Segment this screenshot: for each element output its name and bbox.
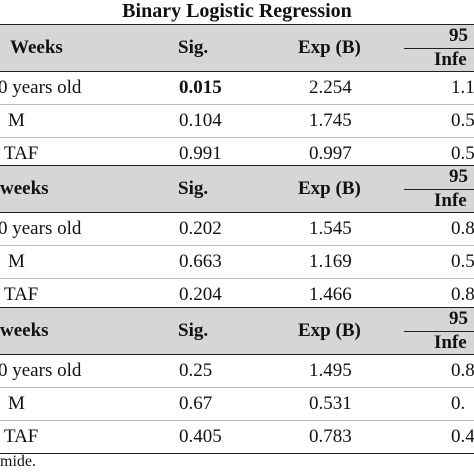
row-exp: 0.997 bbox=[309, 143, 352, 164]
section-header-3: weeks Sig. Exp (B) 95 Infe bbox=[0, 307, 474, 355]
row-sig: 0.991 bbox=[179, 143, 222, 164]
section-header-2: weeks Sig. Exp (B) 95 Infe bbox=[0, 165, 474, 213]
section-3-ci-bottom: Infe bbox=[434, 332, 467, 353]
section-1-ci-rule bbox=[404, 48, 474, 49]
section-2-ci-bottom: Infe bbox=[434, 190, 467, 211]
row-exp: 1.169 bbox=[309, 251, 352, 272]
row-label: M bbox=[8, 393, 25, 414]
row-label: 0 years old bbox=[0, 77, 82, 98]
row-exp: 1.545 bbox=[309, 218, 352, 239]
table-row: M 0.67 0.531 0. bbox=[0, 388, 474, 421]
row-exp: 1.495 bbox=[309, 360, 352, 381]
section-1-exp-header: Exp (B) bbox=[298, 37, 361, 58]
row-exp: 1.745 bbox=[309, 110, 352, 131]
table-row: TAF 0.405 0.783 0.4 bbox=[0, 421, 474, 454]
section-3-ci-rule bbox=[404, 331, 474, 332]
section-3-ci-top: 95 bbox=[449, 308, 468, 329]
section-2-ci-rule bbox=[404, 189, 474, 190]
table-row: M 0.663 1.169 0.5 bbox=[0, 246, 474, 279]
table-row: 0 years old 0.015 2.254 1.1 bbox=[0, 72, 474, 105]
section-2-sig-header: Sig. bbox=[178, 178, 209, 199]
section-2-exp-header: Exp (B) bbox=[298, 178, 361, 199]
row-sig: 0.663 bbox=[179, 251, 222, 272]
row-sig: 0.015 bbox=[179, 77, 222, 98]
row-sig: 0.25 bbox=[179, 360, 213, 381]
table-row: M 0.104 1.745 0.5 bbox=[0, 105, 474, 138]
row-label: TAF bbox=[4, 143, 39, 164]
row-ci: 0.8 bbox=[451, 284, 474, 305]
row-sig: 0.204 bbox=[179, 284, 222, 305]
row-label: 0 years old bbox=[0, 218, 82, 239]
row-label: 0 years old bbox=[0, 360, 82, 381]
row-label: TAF bbox=[4, 426, 39, 447]
section-1-sig-header: Sig. bbox=[178, 37, 209, 58]
row-exp: 0.531 bbox=[309, 393, 352, 414]
row-label: M bbox=[8, 251, 25, 272]
section-3-exp-header: Exp (B) bbox=[298, 320, 361, 341]
row-ci: 0.8 bbox=[451, 360, 474, 381]
row-sig: 0.405 bbox=[179, 426, 222, 447]
row-sig: 0.202 bbox=[179, 218, 222, 239]
row-exp: 1.466 bbox=[309, 284, 352, 305]
row-sig: 0.104 bbox=[179, 110, 222, 131]
table-footnote: mide. bbox=[0, 453, 36, 470]
row-ci: 0.5 bbox=[451, 110, 474, 131]
row-exp: 0.783 bbox=[309, 426, 352, 447]
row-label: M bbox=[8, 110, 25, 131]
section-header-1: Weeks Sig. Exp (B) 95 Infe bbox=[0, 24, 474, 72]
row-exp: 2.254 bbox=[309, 77, 352, 98]
row-sig: 0.67 bbox=[179, 393, 213, 414]
row-ci: 0.8 bbox=[451, 218, 474, 239]
row-ci: 0.5 bbox=[451, 251, 474, 272]
table-row: 0 years old 0.25 1.495 0.8 bbox=[0, 355, 474, 388]
row-ci: 0. bbox=[451, 393, 466, 414]
section-2-ci-top: 95 bbox=[449, 166, 468, 187]
section-1-label: Weeks bbox=[10, 37, 63, 58]
row-label: TAF bbox=[4, 284, 39, 305]
section-3-label: weeks bbox=[0, 320, 49, 341]
row-ci: 0.4 bbox=[451, 426, 474, 447]
table-title: Binary Logistic Regression bbox=[122, 0, 352, 22]
row-ci: 1.1 bbox=[451, 77, 474, 98]
section-1-ci-top: 95 bbox=[449, 25, 468, 46]
section-3-sig-header: Sig. bbox=[178, 320, 209, 341]
table-row: 0 years old 0.202 1.545 0.8 bbox=[0, 213, 474, 246]
row-ci: 0.5 bbox=[451, 143, 474, 164]
section-1-ci-bottom: Infe bbox=[434, 49, 467, 70]
section-2-label: weeks bbox=[0, 178, 49, 199]
